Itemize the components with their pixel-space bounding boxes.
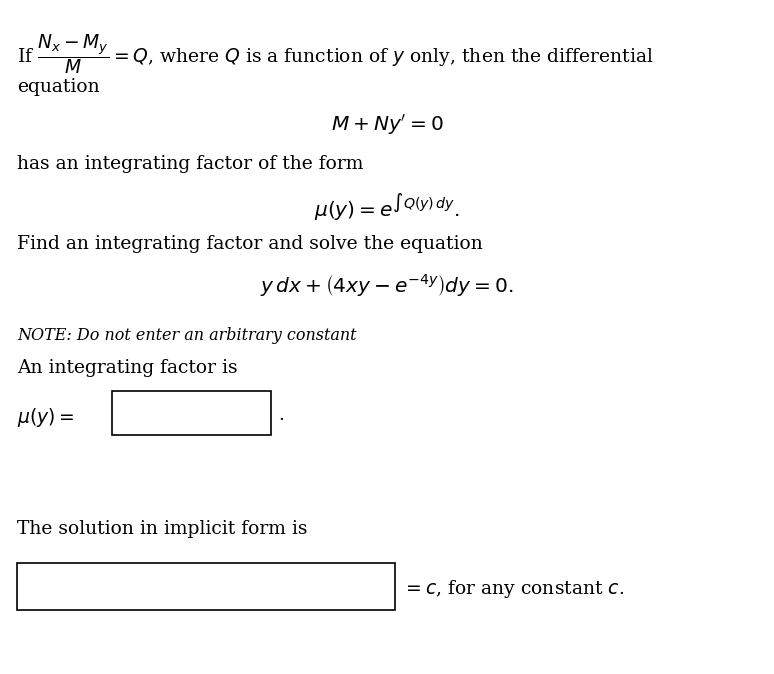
Text: NOTE: Do not enter an arbitrary constant: NOTE: Do not enter an arbitrary constant xyxy=(17,327,357,344)
Text: $\mu(y) = $: $\mu(y) = $ xyxy=(17,406,74,429)
FancyBboxPatch shape xyxy=(17,563,395,610)
Text: equation: equation xyxy=(17,78,100,96)
Text: $= c$, for any constant $c$.: $= c$, for any constant $c$. xyxy=(402,578,625,600)
Text: $\mu(y) = e^{\int Q(y)\,dy}.$: $\mu(y) = e^{\int Q(y)\,dy}.$ xyxy=(314,191,460,222)
Text: The solution in implicit form is: The solution in implicit form is xyxy=(17,520,307,539)
Text: $y\,dx + \left(4xy - e^{-4y}\right)dy = 0.$: $y\,dx + \left(4xy - e^{-4y}\right)dy = … xyxy=(260,272,514,299)
Text: $M + Ny' = 0$: $M + Ny' = 0$ xyxy=(330,113,444,137)
FancyBboxPatch shape xyxy=(112,391,271,435)
Text: .: . xyxy=(279,406,285,424)
Text: An integrating factor is: An integrating factor is xyxy=(17,359,238,377)
Text: Find an integrating factor and solve the equation: Find an integrating factor and solve the… xyxy=(17,235,483,253)
Text: If $\dfrac{N_x - M_y}{M} = Q$, where $Q$ is a function of $y$ only, then the dif: If $\dfrac{N_x - M_y}{M} = Q$, where $Q$… xyxy=(17,32,654,76)
Text: has an integrating factor of the form: has an integrating factor of the form xyxy=(17,155,364,173)
